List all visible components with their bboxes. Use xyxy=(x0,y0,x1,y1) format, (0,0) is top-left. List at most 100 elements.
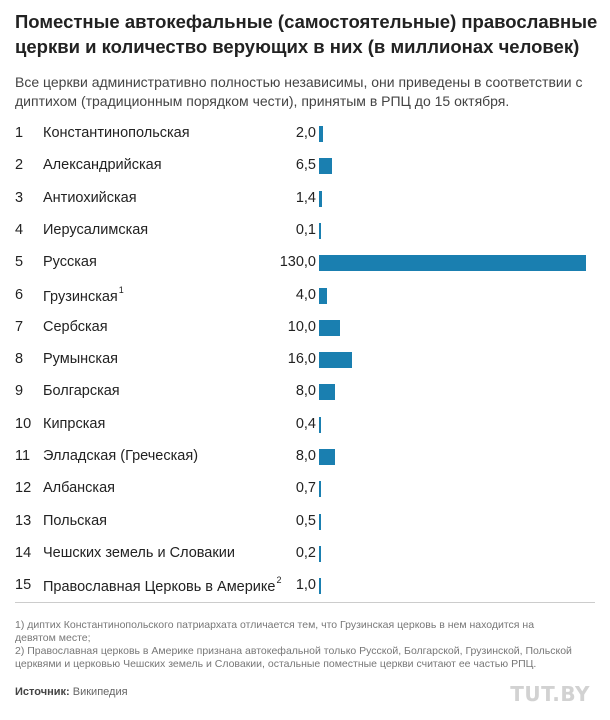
church-name-text: Албанская xyxy=(43,480,116,497)
church-name-text: Кипрская xyxy=(43,415,106,432)
value-label: 1,4 xyxy=(295,189,316,206)
church-name: Польская xyxy=(43,513,107,529)
church-name-text: Антиохийская xyxy=(43,189,137,206)
divider xyxy=(15,602,595,603)
church-name-text: Константинопольская xyxy=(43,125,190,141)
footnotes: 1) диптих Константинопольского патриарха… xyxy=(15,619,575,671)
value-label: 8,0 xyxy=(295,383,316,400)
church-name: Антиохийская xyxy=(43,190,137,206)
row-number: 4 xyxy=(15,221,24,238)
church-name: Православная Церковь в Америке2 xyxy=(43,575,282,596)
church-name: Албанская xyxy=(43,480,115,496)
bar xyxy=(319,578,322,595)
chart-subtitle: Все церкви административно полностью нез… xyxy=(15,74,583,109)
church-name: Грузинская1 xyxy=(43,284,124,305)
church-name-text: Православная Церковь в Америке xyxy=(43,579,276,596)
chart-row: 9 Болгарская 8,0 xyxy=(0,380,610,404)
church-name-text: Чешских земель и Словакии xyxy=(43,544,235,561)
church-name-text: Александрийская xyxy=(43,157,162,174)
church-name: Болгарская xyxy=(43,383,120,399)
footnote-2: 2) Православная церковь в Америке призна… xyxy=(15,645,572,670)
church-name: Элладская (Греческая) xyxy=(43,448,198,464)
row-number: 15 xyxy=(15,577,32,594)
value-label: 10,0 xyxy=(287,318,316,335)
source-line: Источник: Википедия xyxy=(15,686,128,698)
church-name: Константинопольская xyxy=(43,125,190,141)
value-label: 1,0 xyxy=(295,577,316,594)
row-number: 10 xyxy=(15,415,32,432)
row-number: 8 xyxy=(15,351,24,368)
church-name-text: Румынская xyxy=(43,351,118,368)
church-name-text: Болгарская xyxy=(43,383,120,400)
value-label: 8,0 xyxy=(295,448,316,464)
chart-row: 14 Чешских земель и Словакии 0,2 xyxy=(0,542,610,566)
chart-row: 2 Александрийская 6,5 xyxy=(0,154,610,178)
church-name: Иерусалимская xyxy=(43,222,148,238)
bar xyxy=(319,481,321,498)
bar xyxy=(319,126,324,142)
chart-row: 8 Румынская 16,0 xyxy=(0,348,610,372)
chart-row: 13 Польская 0,5 xyxy=(0,510,610,534)
church-name-text: Русская xyxy=(43,254,97,271)
church-name: Александрийская xyxy=(43,157,162,173)
chart-row: 4 Иерусалимская 0,1 xyxy=(0,219,610,243)
source-label: Источник: xyxy=(15,686,70,698)
chart-row: 10 Кипрская 0,4 xyxy=(0,413,610,437)
church-name: Чешских земель и Словакии xyxy=(43,545,235,561)
value-label: 0,2 xyxy=(295,544,316,561)
bar xyxy=(319,190,322,207)
row-number: 2 xyxy=(15,157,24,174)
row-number: 14 xyxy=(15,544,32,561)
footnote-1: 1) диптих Константинопольского патриарха… xyxy=(15,619,535,644)
chart-row: 11 Элладская (Греческая) 8,0 xyxy=(0,445,610,469)
tutby-logo[interactable]: TUT.BY xyxy=(510,682,590,706)
chart-row: 1 Константинопольская 2,0 xyxy=(0,122,610,146)
value-label: 130,0 xyxy=(279,254,316,271)
church-name: Румынская xyxy=(43,351,118,367)
church-name: Кипрская xyxy=(43,416,105,432)
footnote-marker: 1 xyxy=(118,284,124,295)
row-number: 11 xyxy=(15,448,31,464)
bar xyxy=(319,222,321,239)
value-label: 0,7 xyxy=(295,480,316,497)
row-number: 1 xyxy=(15,125,24,141)
church-name-text: Элладская (Греческая) xyxy=(43,448,199,464)
row-number: 9 xyxy=(15,383,24,400)
row-number: 7 xyxy=(15,318,24,335)
source-value: Википедия xyxy=(72,686,128,698)
row-number: 13 xyxy=(15,512,32,529)
bar xyxy=(319,255,586,272)
row-number: 5 xyxy=(15,254,24,271)
church-name-text: Иерусалимская xyxy=(43,221,149,238)
bar xyxy=(319,449,336,465)
chart-row: 12 Албанская 0,7 xyxy=(0,477,610,501)
bar xyxy=(319,319,340,336)
value-label: 4,0 xyxy=(295,286,316,303)
bar xyxy=(319,513,321,530)
chart-row: 15 Православная Церковь в Америке2 1,0 xyxy=(0,574,610,598)
value-label: 0,4 xyxy=(295,415,316,432)
chart-title: Поместные автокефальные (самостоятельные… xyxy=(15,11,598,57)
row-number: 12 xyxy=(15,480,32,497)
chart-row: 6 Грузинская1 4,0 xyxy=(0,284,610,308)
bar xyxy=(319,545,321,562)
row-number: 3 xyxy=(15,189,24,206)
value-label: 16,0 xyxy=(287,351,316,368)
row-number: 6 xyxy=(15,286,24,303)
church-name-text: Польская xyxy=(43,512,108,529)
footnote-marker: 2 xyxy=(276,575,282,586)
chart-row: 7 Сербская 10,0 xyxy=(0,316,610,340)
church-name-text: Сербская xyxy=(43,318,108,335)
chart-row: 3 Антиохийская 1,4 xyxy=(0,187,610,211)
value-label: 6,5 xyxy=(295,157,316,174)
bar xyxy=(319,416,321,433)
bar xyxy=(319,287,328,304)
bar xyxy=(319,384,336,401)
church-name: Сербская xyxy=(43,319,108,335)
church-name-text: Грузинская xyxy=(43,288,118,305)
bar xyxy=(319,352,352,369)
value-label: 0,5 xyxy=(295,512,316,529)
bar xyxy=(319,158,333,175)
value-label: 0,1 xyxy=(295,221,316,238)
